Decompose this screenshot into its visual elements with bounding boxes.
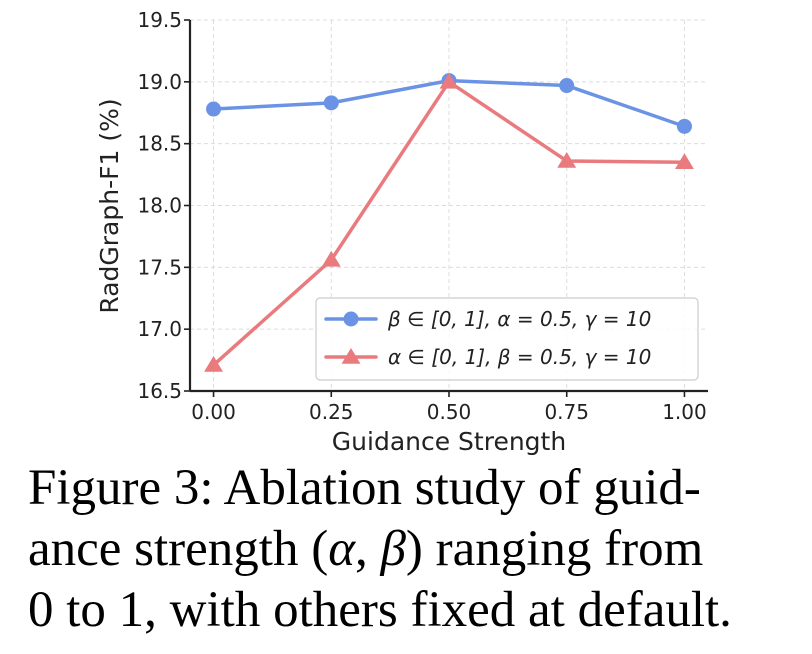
y-tick-label: 19.5 [137, 8, 182, 32]
caption-beta: β [380, 521, 406, 577]
legend-label: β ∈ [0, 1], α = 0.5, γ = 10 [387, 307, 651, 331]
caption-line-3: 0 to 1, with others fixed at default. [28, 582, 732, 638]
legend-box [315, 297, 699, 381]
legend-swatch-marker [343, 311, 359, 327]
y-axis-label: RadGraph-F1 (%) [95, 98, 124, 313]
data-point [559, 78, 575, 94]
caption-line-2: ance strength (α, β) ranging from [28, 519, 788, 580]
caption-line-2-post: ) ranging from [405, 521, 704, 577]
legend-entry-2: α ∈ [0, 1], β = 0.5, γ = 10 [324, 345, 651, 369]
y-tick-label: 17.0 [137, 317, 182, 341]
data-point [676, 118, 692, 134]
caption-line-2-pre: ance strength ( [28, 521, 329, 577]
data-point [321, 250, 341, 267]
data-point [439, 72, 459, 89]
x-tick-label: 0.75 [544, 400, 589, 424]
x-tick-label: 0.25 [309, 400, 354, 424]
x-tick-label: 0.00 [191, 400, 236, 424]
y-tick-label: 17.5 [137, 255, 182, 279]
y-tick-label: 16.5 [137, 379, 182, 403]
x-tick-label: 0.50 [427, 400, 472, 424]
series-2 [204, 72, 694, 372]
axes [184, 19, 708, 397]
x-tick-label: 1.00 [662, 400, 707, 424]
chart-figure: 16.5 17.0 17.5 18.0 18.5 19.0 19.5 0.00 0.25 0.50… [95, 8, 708, 456]
tick-labels: 16.5 17.0 17.5 18.0 18.5 19.0 19.5 0.00 0.25 0.50… [137, 8, 706, 424]
x-axis-label: Guidance Strength [332, 427, 566, 456]
data-point [204, 356, 223, 372]
y-tick-label: 18.5 [137, 132, 182, 156]
legend: β ∈ [0, 1], α = 0.5, γ = 10 α ∈ [0, 1], β… [315, 297, 699, 381]
legend-label: α ∈ [0, 1], β = 0.5, γ = 10 [388, 345, 651, 369]
data-point [557, 151, 577, 168]
y-tick-label: 18.0 [137, 194, 182, 218]
y-tick-label: 19.0 [137, 70, 182, 94]
legend-entry-1: β ∈ [0, 1], α = 0.5, γ = 10 [324, 307, 651, 331]
caption-line-2-mid: , [354, 521, 381, 577]
legend-swatch-marker [341, 348, 361, 364]
data-point [323, 95, 339, 111]
data-point [206, 101, 222, 117]
data-series [204, 72, 694, 372]
caption-alpha: α [328, 521, 355, 577]
figure-caption: Figure 3: Ablation study of guid- ance s… [28, 458, 788, 641]
caption-line-1: Figure 3: Ablation study of guid- [28, 460, 701, 516]
data-point [675, 153, 694, 169]
